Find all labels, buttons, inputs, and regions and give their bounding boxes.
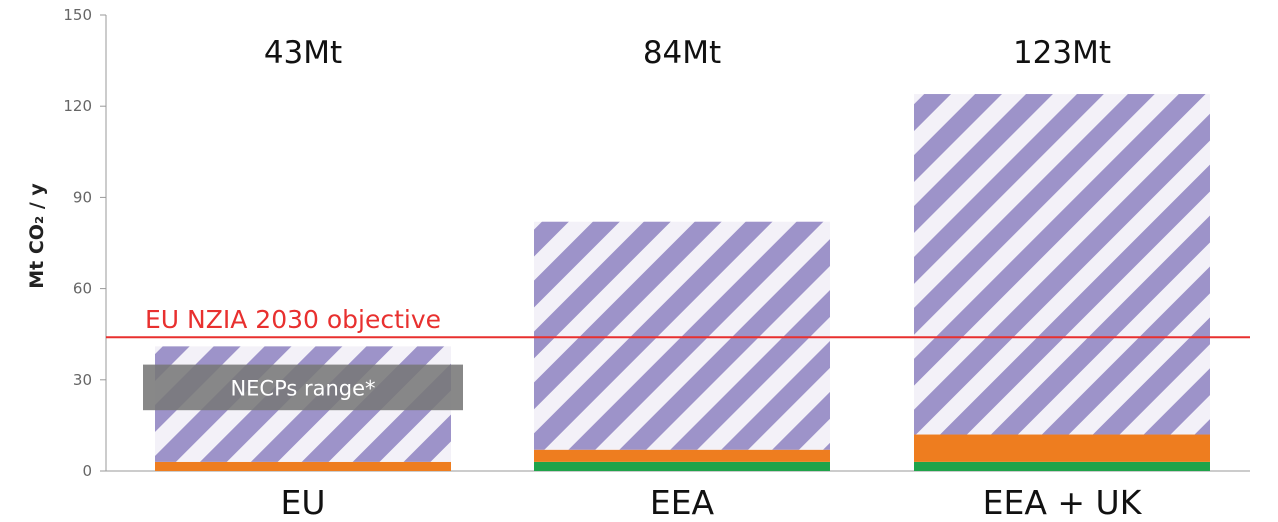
bar-segment	[155, 461, 451, 471]
y-tick-label: 150	[63, 6, 92, 24]
y-tick-label: 120	[63, 97, 92, 115]
y-tick-label: 90	[73, 188, 92, 206]
bar-total-label: 123Mt	[1013, 35, 1111, 71]
y-tick-label: 30	[73, 371, 92, 389]
bar-total-label: 43Mt	[264, 35, 342, 71]
x-tick-label: EEA + UK	[983, 483, 1143, 522]
x-tick-label: EEA	[650, 483, 715, 522]
reference-line-label: EU NZIA 2030 objective	[145, 305, 441, 334]
x-tick-label: EU	[280, 483, 325, 522]
bar-segment	[914, 461, 1210, 471]
bar-segment	[914, 94, 1210, 435]
bars	[155, 94, 1210, 471]
bar-segment	[534, 461, 830, 471]
bar-segment	[914, 434, 1210, 462]
bar-total-label: 84Mt	[643, 35, 721, 71]
necp-range-box	[143, 364, 463, 411]
bar-segment	[534, 449, 830, 462]
necp-range-label: NECPs range*	[230, 376, 375, 400]
y-tick-label: 60	[73, 280, 92, 298]
bar-segment	[534, 221, 830, 450]
y-tick-label: 0	[82, 462, 92, 480]
y-axis-label: Mt CO₂ / y	[26, 183, 48, 289]
overlays: NECPs range* EU NZIA 2030 objective	[106, 305, 1250, 411]
labels: 43Mt EU 84Mt EEA 123Mt EEA + UK	[264, 35, 1143, 522]
